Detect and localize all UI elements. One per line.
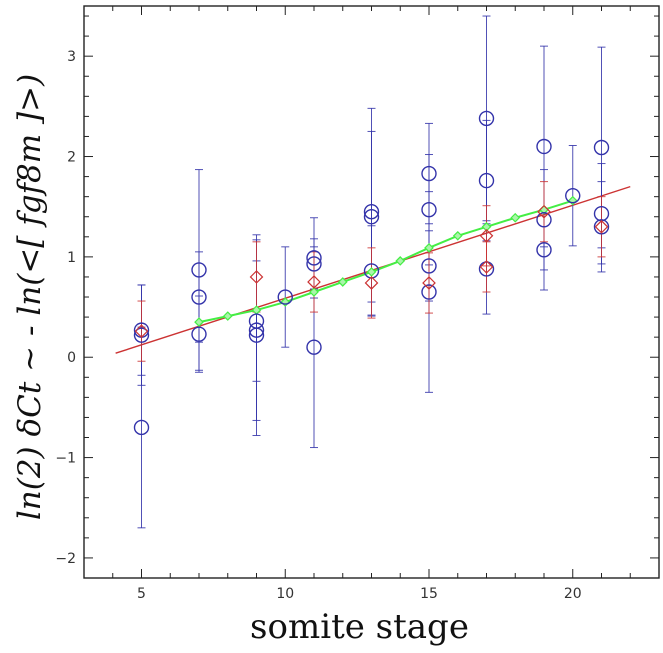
data-point-circle (478, 110, 495, 127)
data-point-circle (306, 256, 322, 272)
model-point-diamond (222, 311, 233, 321)
model-point-diamond (309, 287, 319, 297)
data-point-circle (593, 139, 610, 156)
y-tick-label: 1 (67, 250, 76, 266)
x-tick-label: 10 (276, 586, 294, 602)
x-tick-label: 5 (137, 586, 146, 602)
model-point-diamond (366, 267, 377, 277)
model-point-diamond (481, 221, 492, 232)
model-line (198, 199, 574, 324)
model-point-diamond (452, 230, 463, 241)
y-tick-label: 3 (67, 49, 76, 65)
data-point-circle (277, 289, 293, 305)
x-tick-label: 15 (420, 586, 438, 602)
data-point-circle (306, 339, 322, 355)
data-point-diamond (249, 270, 264, 284)
data-point-circle (133, 327, 150, 343)
model-point-diamond (424, 242, 434, 253)
data-point-circle (593, 219, 610, 235)
model-point-diamond (337, 277, 348, 287)
data-point-diamond (134, 324, 149, 338)
data-point-circle (363, 204, 380, 220)
data-point-circle (133, 419, 150, 436)
data-point-diamond (537, 204, 551, 219)
y-tick-label: 0 (67, 350, 76, 366)
data-point-circle (363, 209, 380, 225)
data-point-circle (363, 263, 380, 279)
data-point-circle (191, 289, 207, 305)
y-tick-label: 2 (67, 150, 76, 166)
data-point-circle (565, 187, 581, 204)
data-point-circle (248, 327, 265, 343)
data-point-circle (478, 172, 495, 189)
data-point-circle (421, 202, 437, 218)
x-tick-label: 20 (564, 586, 582, 602)
y-axis-title: ln(2) δCt ~ - ln(<[ fgf8m ]>) (12, 74, 48, 520)
model-point-diamond (395, 256, 406, 266)
data-point-circle (536, 212, 552, 228)
data-point-circle (421, 284, 437, 300)
y-tick-label: −2 (55, 551, 76, 567)
y-tick-label: −1 (55, 451, 76, 467)
data-point-circle (191, 262, 207, 278)
data-point-circle (421, 258, 437, 274)
data-point-circle (191, 326, 207, 342)
data-point-circle (536, 242, 552, 258)
model-point-diamond (567, 195, 578, 206)
data-point-circle (421, 165, 437, 182)
data-point-diamond (479, 260, 494, 274)
data-point-circle (478, 261, 495, 277)
data-point-circle (248, 322, 265, 338)
data-point-diamond (594, 219, 609, 234)
data-point-diamond (422, 276, 436, 290)
data-point-circle (306, 250, 322, 266)
data-point-diamond (479, 228, 494, 243)
data-point-circle (536, 138, 552, 155)
data-point-diamond (307, 275, 321, 289)
model-point-diamond (194, 317, 204, 327)
x-axis-title: somite stage (250, 607, 469, 647)
data-point-diamond (364, 276, 379, 290)
model-point-diamond (510, 212, 521, 223)
